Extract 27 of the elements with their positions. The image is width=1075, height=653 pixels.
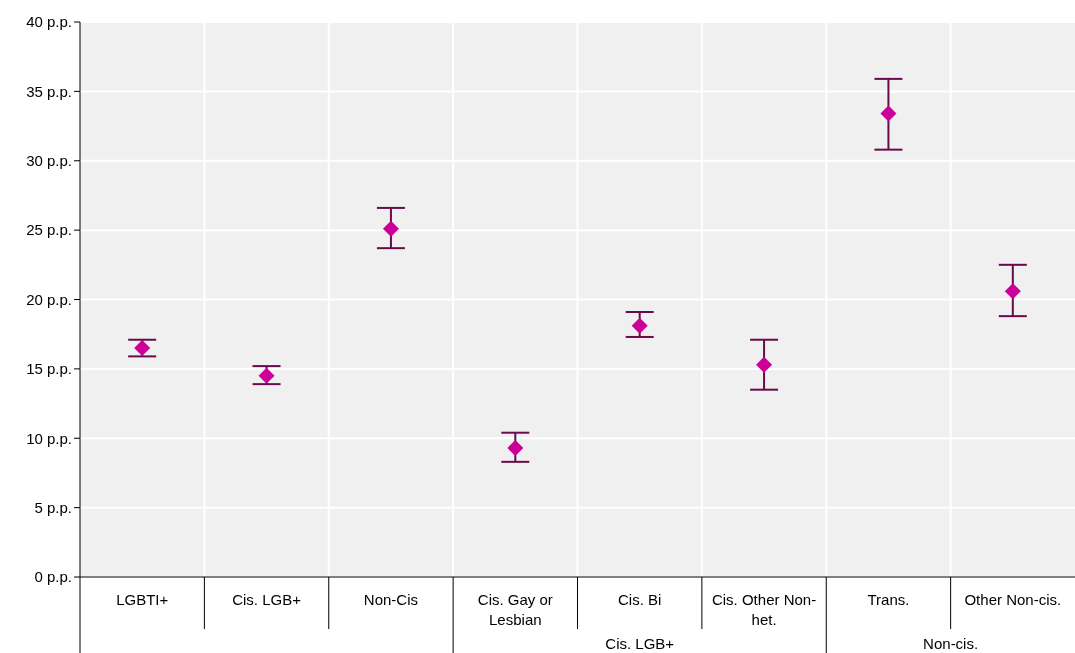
- x-tick-label: Other Non-cis.: [964, 591, 1062, 608]
- point: [631, 317, 648, 334]
- x-tick-label: Non-Cis: [363, 591, 419, 608]
- x-tick-label: Trans.: [867, 591, 910, 608]
- point: [1004, 283, 1021, 300]
- y-tick-label: 0 p.p.: [34, 568, 72, 586]
- y-tick-label: 25 p.p.: [26, 221, 72, 239]
- y-tick-label: 15 p.p.: [26, 360, 72, 378]
- y-tick-label: 20 p.p.: [26, 290, 72, 308]
- text: Non-cis.: [923, 635, 979, 652]
- point: [756, 356, 773, 373]
- x-tick-label: Cis. Gay or Lesbian: [477, 591, 553, 628]
- x-tick-label: Cis. Other Non-het.: [711, 591, 817, 628]
- point: [382, 220, 399, 237]
- x-tick-label: LGBTI+: [116, 591, 169, 608]
- y-tick-label: 40 p.p.: [26, 13, 72, 31]
- point: [507, 439, 524, 456]
- y-tick-label: 10 p.p.: [26, 429, 72, 447]
- point: [258, 367, 275, 384]
- point: [880, 105, 897, 122]
- x-tick-label: Cis. LGB+: [232, 591, 302, 608]
- y-tick-label: 35 p.p.: [26, 82, 72, 100]
- x-tick-label: Cis. Bi: [618, 591, 662, 608]
- y-tick-label: 5 p.p.: [34, 498, 72, 516]
- y-tick-label: 30 p.p.: [26, 152, 72, 170]
- text: Cis. LGB+: [605, 635, 675, 652]
- point: [134, 340, 151, 357]
